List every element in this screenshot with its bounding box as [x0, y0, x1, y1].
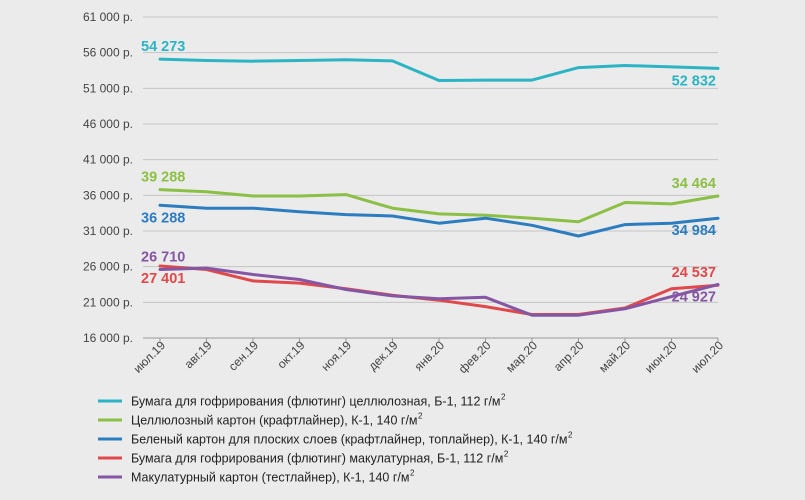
legend-unit-superscript: 2 [410, 469, 415, 478]
data-label-last: 24 927 [672, 290, 716, 306]
data-label-first: 39 288 [141, 170, 185, 186]
y-tick-label: 26 000 р. [83, 260, 133, 274]
x-tick-label: апр.20 [551, 338, 587, 374]
legend-unit-superscript: 2 [501, 393, 506, 402]
series-lines [158, 57, 720, 317]
legend-unit-superscript: 2 [418, 412, 423, 421]
x-tick-label: май.20 [596, 338, 633, 375]
y-tick-label: 31 000 р. [83, 224, 133, 238]
series-line [158, 203, 720, 238]
legend-label: Беленый картон для плоских слоев (крафтл… [131, 433, 567, 447]
x-tick-label: ноя.19 [318, 338, 354, 374]
y-axis: 16 000 р. 21 000 р. 26 000 р. 31 000 р. 36 0… [83, 10, 133, 345]
data-label-last: 34 464 [672, 176, 716, 192]
data-label-last: 52 832 [672, 73, 716, 89]
legend-label: Бумага для гофрирования (флютинг) макула… [131, 452, 503, 466]
legend-label: Макулатурный картон (тестлайнер), К-1, 1… [131, 471, 409, 485]
y-tick-label: 51 000 р. [83, 81, 133, 95]
x-tick-label: июл.20 [689, 338, 727, 376]
series-line [158, 188, 720, 224]
data-label-last: 24 537 [672, 265, 716, 281]
legend-label: Бумага для гофрирования (флютинг) целлюл… [131, 395, 501, 409]
x-tick-label: июн.20 [642, 338, 680, 376]
x-tick-label: окт.19 [274, 338, 307, 371]
grid [143, 16, 718, 339]
legend: Бумага для гофрирования (флютинг) целлюл… [98, 393, 573, 485]
data-label-first: 26 710 [141, 250, 185, 266]
legend-label: Целлюлозный картон (крафтлайнер), К-1, 1… [131, 414, 418, 428]
y-tick-label: 41 000 р. [83, 153, 133, 167]
x-tick-label: дек.19 [366, 338, 401, 373]
y-tick-label: 16 000 р. [83, 331, 133, 345]
y-tick-label: 56 000 р. [83, 46, 133, 60]
x-tick-label: янв.20 [412, 338, 448, 374]
series-line [158, 266, 720, 317]
x-tick-label: авг.19 [182, 338, 215, 371]
data-label-first: 27 401 [141, 271, 185, 287]
legend-unit-superscript: 2 [504, 450, 509, 459]
series-line [158, 57, 720, 82]
y-tick-label: 46 000 р. [83, 117, 133, 131]
data-label-first: 54 273 [141, 39, 185, 55]
legend-unit-superscript: 2 [568, 431, 573, 440]
x-axis: июл.19 авг.19 сен.19 окт.19 ноя.19 дек.19 янв.… [131, 337, 727, 376]
y-tick-label: 21 000 р. [83, 295, 133, 309]
x-tick-label: фев.20 [456, 338, 494, 376]
x-tick-label: июл.19 [131, 338, 169, 376]
y-tick-label: 36 000 р. [83, 188, 133, 202]
x-tick-label: мар.20 [503, 338, 540, 375]
y-tick-label: 61 000 р. [83, 10, 133, 24]
x-tick-label: сен.19 [226, 338, 262, 374]
data-label-last: 34 984 [672, 223, 716, 239]
data-labels: 54 273 52 832 39 288 34 464 36 288 34 984 27 4… [141, 39, 716, 305]
data-label-first: 36 288 [141, 210, 185, 226]
